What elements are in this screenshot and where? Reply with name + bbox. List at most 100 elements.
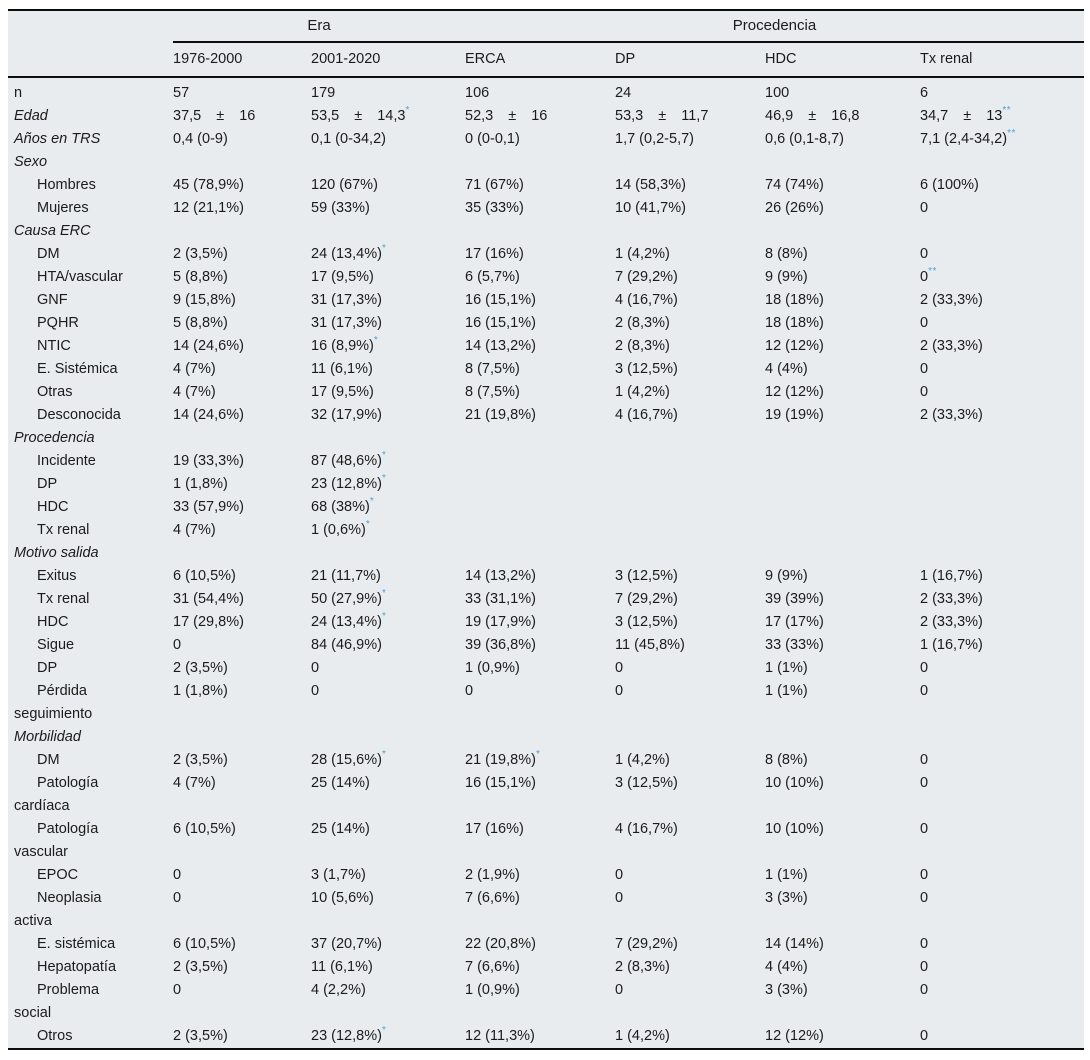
- data-cell: [765, 151, 920, 174]
- data-cell: 39 (36,8%): [465, 637, 536, 653]
- table-row: Desconocida 14 (24,6%) 32 (17,9%) 21 (19,8%…: [8, 404, 1084, 427]
- data-cell: 0: [920, 867, 929, 883]
- data-cell: 25 (14%): [311, 775, 370, 791]
- group-header-procedencia: Procedencia: [465, 10, 1084, 43]
- data-cell: 2 (1,9%): [465, 867, 520, 883]
- data-cell: 2 (3,5%): [173, 752, 228, 768]
- data-cell: 10 (41,7%): [615, 200, 686, 216]
- data-cell: 37,5 ± 16: [173, 108, 256, 124]
- data-cell: [311, 726, 465, 749]
- data-cell: 0: [615, 660, 624, 676]
- data-cell: 120 (67%): [311, 177, 378, 193]
- data-cell: [465, 519, 615, 542]
- row-label: Años en TRS: [14, 131, 101, 147]
- data-cell: 17 (9,5%): [311, 384, 374, 400]
- data-cell: 179: [311, 85, 336, 101]
- data-cell: [465, 427, 615, 450]
- row-label: Otros: [37, 1028, 73, 1044]
- table-row: Neoplasia activa 0 10 (5,6%) 7 (6,6%) 0 3 (3%…: [8, 887, 1084, 933]
- row-label: Hepatopatía: [37, 959, 117, 975]
- row-label: Procedencia: [14, 430, 95, 446]
- data-cell: [920, 450, 1084, 473]
- data-cell: 106: [465, 85, 490, 101]
- row-label: DP: [37, 660, 58, 676]
- data-cell: [920, 496, 1084, 519]
- table-container: Era Procedencia 1976-2000 2001-2020 ERCA…: [8, 9, 1084, 1050]
- row-label: DM: [37, 246, 60, 262]
- data-cell: 2 (33,3%): [920, 614, 983, 630]
- row-label: Sigue: [37, 637, 75, 653]
- data-cell: 1 (16,7%): [920, 637, 983, 653]
- row-label: Hombres: [37, 177, 96, 193]
- table-row: E. Sistémica 4 (7%) 11 (6,1%) 8 (7,5%) 3 (12…: [8, 358, 1084, 381]
- data-cell: 2 (33,3%): [920, 292, 983, 308]
- data-cell: 1 (1%): [765, 660, 808, 676]
- significance-marker: **: [928, 266, 937, 278]
- data-cell: 2 (33,3%): [920, 338, 983, 354]
- data-cell: 31 (17,3%): [311, 292, 382, 308]
- table-row: Patología cardíaca 4 (7%) 25 (14%) 16 (15,1…: [8, 772, 1084, 818]
- cell-value: 0: [920, 269, 929, 285]
- data-cell: 4 (7%): [173, 522, 216, 538]
- data-cell: 0 (0-0,1): [465, 131, 520, 147]
- row-label: GNF: [37, 292, 68, 308]
- row-label: n: [14, 85, 23, 101]
- table-row: Otros 2 (3,5%) 23 (12,8%)* 12 (11,3%) 1 (4,2…: [8, 1025, 1084, 1049]
- data-cell: 11 (45,8%): [615, 637, 685, 653]
- data-cell: 16 (15,1%): [465, 315, 536, 331]
- data-cell: 1 (4,2%): [615, 752, 670, 768]
- significance-marker: **: [1002, 105, 1012, 117]
- row-label: NTIC: [37, 338, 71, 354]
- data-cell: 4 (16,7%): [615, 821, 678, 837]
- data-cell: 23 (12,8%)*: [311, 473, 465, 496]
- data-cell: 0: [920, 361, 929, 377]
- table-row: Problema social 0 4 (2,2%) 1 (0,9%) 0 3 (3%) 0: [8, 979, 1084, 1025]
- data-cell: [173, 151, 311, 174]
- data-cell: 21 (11,7%): [311, 568, 381, 584]
- row-label: Causa ERC: [14, 223, 91, 239]
- data-cell: [920, 220, 1084, 243]
- cell-value: 1 (0,6%): [311, 522, 366, 538]
- data-cell: 10 (10%): [765, 775, 824, 791]
- cell-value: 87 (48,6%): [311, 453, 382, 469]
- corner-cell: [8, 10, 173, 42]
- data-cell: 8 (7,5%): [465, 384, 520, 400]
- data-cell: 2 (33,3%): [920, 591, 983, 607]
- data-cell: 2 (8,3%): [615, 315, 670, 331]
- data-cell: 0: [920, 890, 929, 906]
- data-cell: 14 (24,6%): [173, 407, 244, 423]
- significance-marker: *: [381, 243, 387, 255]
- data-cell: 0,4 (0-9): [173, 131, 228, 147]
- data-cell: [765, 496, 920, 519]
- row-label: Edad: [14, 108, 48, 124]
- data-cell: 19 (17,9%): [465, 614, 536, 630]
- row-label: Patología vascular: [14, 821, 99, 860]
- column-header-dp: DP: [615, 42, 765, 78]
- data-cell: 14 (14%): [765, 936, 824, 952]
- data-cell: 17 (16%): [465, 246, 524, 262]
- data-cell: 1 (4,2%): [615, 246, 670, 262]
- data-cell: [615, 473, 765, 496]
- significance-marker: *: [365, 519, 371, 531]
- data-cell: 4 (7%): [173, 775, 216, 791]
- data-cell: 0: [173, 982, 182, 998]
- row-label: DP: [37, 476, 58, 492]
- data-cell: [615, 519, 765, 542]
- data-cell: 1 (1%): [765, 867, 808, 883]
- data-cell: 7 (29,2%): [615, 936, 678, 952]
- table-row: E. sistémica 6 (10,5%) 37 (20,7%) 22 (20,8%…: [8, 933, 1084, 956]
- data-cell: 2 (3,5%): [173, 1028, 228, 1044]
- table-row: NTIC 14 (24,6%) 16 (8,9%)* 14 (13,2%) 2 (8,3…: [8, 335, 1084, 358]
- data-cell: [615, 427, 765, 450]
- data-cell: 0: [920, 821, 929, 837]
- significance-marker: *: [381, 611, 387, 623]
- data-cell: 1 (0,9%): [465, 660, 520, 676]
- data-cell: [173, 427, 311, 450]
- data-cell: 53,5 ± 14,3*: [311, 105, 465, 128]
- data-cell: 3 (3%): [765, 890, 808, 906]
- data-cell: 31 (54,4%): [173, 591, 244, 607]
- data-cell: 2 (33,3%): [920, 407, 983, 423]
- data-cell: 10 (10%): [765, 821, 824, 837]
- table-row: Edad 37,5 ± 16 53,5 ± 14,3* 52,3 ± 16 53,3 ±…: [8, 105, 1084, 128]
- data-cell: 3 (12,5%): [615, 361, 678, 377]
